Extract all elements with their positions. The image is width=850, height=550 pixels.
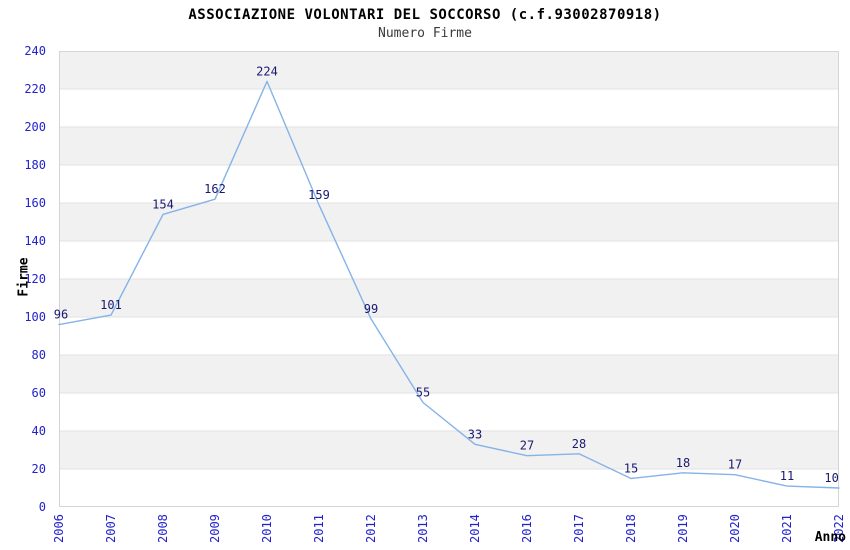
x-tick-label: 2020 [728,514,742,543]
data-point-label: 33 [468,427,482,441]
x-tick-label: 2019 [676,514,690,543]
x-tick-label: 2007 [104,514,118,543]
y-tick-label: 220 [24,82,46,96]
plot-band [59,203,839,241]
data-point-label: 17 [728,458,742,472]
data-point-label: 96 [54,308,68,322]
y-tick-label: 160 [24,196,46,210]
data-point-label: 101 [100,298,122,312]
data-point-label: 28 [572,437,586,451]
x-tick-label: 2016 [520,514,534,543]
y-tick-label: 60 [32,386,46,400]
plot-border [59,51,839,507]
y-tick-label: 0 [39,500,46,514]
x-tick-label: 2008 [156,514,170,543]
data-point-label: 55 [416,386,430,400]
data-point-label: 18 [676,456,690,470]
plot-band [59,279,839,317]
data-point-label: 27 [520,439,534,453]
x-tick-label: 2011 [312,514,326,543]
chart-title: ASSOCIAZIONE VOLONTARI DEL SOCCORSO (c.f… [188,7,662,23]
data-point-label: 159 [308,188,330,202]
plot-band [59,51,839,89]
x-tick-label: 2010 [260,514,274,543]
x-tick-label: 2022 [832,514,846,543]
plot-band [59,431,839,469]
x-tick-label: 2017 [572,514,586,543]
data-point-label: 154 [152,197,174,211]
plot-band [59,127,839,165]
data-point-label: 224 [256,64,278,78]
x-tick-label: 2012 [364,514,378,543]
y-tick-label: 140 [24,234,46,248]
y-tick-label: 200 [24,120,46,134]
x-tick-label: 2013 [416,514,430,543]
data-point-label: 99 [364,302,378,316]
y-tick-label: 20 [32,462,46,476]
x-tick-label: 2018 [624,514,638,543]
y-axis-title: Firme [17,257,32,296]
x-tick-label: 2021 [780,514,794,543]
data-point-label: 10 [824,471,838,485]
x-tick-label: 2014 [468,514,482,543]
data-line [58,80,840,489]
x-tick-label: 2006 [52,514,66,543]
data-point-label: 15 [624,462,638,476]
y-tick-label: 80 [32,348,46,362]
chart-subtitle: Numero Firme [378,26,472,41]
x-axis-title: Anno [815,530,846,545]
y-tick-label: 240 [24,44,46,58]
data-point-label: 11 [780,469,794,483]
y-tick-label: 180 [24,158,46,172]
y-tick-label: 100 [24,310,46,324]
plot-band [59,355,839,393]
x-tick-label: 2009 [208,514,222,543]
y-tick-label: 40 [32,424,46,438]
y-tick-label: 120 [24,272,46,286]
data-point-label: 162 [204,182,226,196]
